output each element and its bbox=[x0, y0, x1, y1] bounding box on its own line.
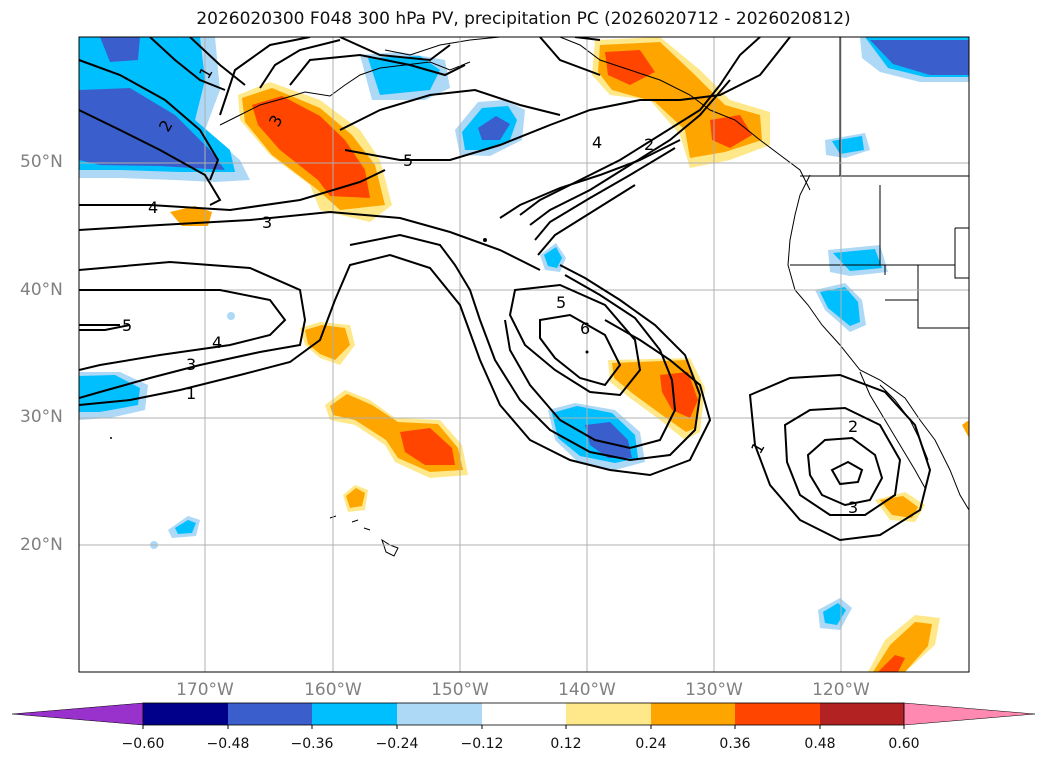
contour-label: 4 bbox=[148, 198, 158, 217]
colorbar-segment bbox=[397, 703, 482, 725]
colorbar-extend-max bbox=[903, 702, 1036, 726]
colorbar-tick-label: −0.24 bbox=[375, 736, 419, 752]
map-frame bbox=[78, 36, 970, 673]
colorbar-segment bbox=[312, 703, 397, 725]
island-markers bbox=[110, 238, 589, 439]
precip-shading bbox=[79, 37, 969, 672]
colorbar-segment bbox=[820, 703, 904, 725]
coastlines bbox=[219, 37, 969, 557]
contour-label: 5 bbox=[556, 293, 566, 312]
contour-label: 2 bbox=[848, 417, 858, 436]
contour-label: 5 bbox=[403, 151, 413, 170]
lat-label-20n: 20°N bbox=[20, 535, 63, 555]
lon-label-160w: 160°W bbox=[304, 680, 362, 700]
colorbar bbox=[11, 702, 1036, 729]
map-title: 2026020300 F048 300 hPa PV, precipitatio… bbox=[196, 9, 851, 29]
colorbar-segment bbox=[228, 703, 312, 725]
plot-background bbox=[79, 37, 969, 672]
lon-label-120w: 120°W bbox=[812, 680, 870, 700]
contour-label: 5 bbox=[122, 316, 132, 335]
colorbar-tick-label: −0.60 bbox=[121, 736, 165, 752]
colorbar-segment bbox=[143, 703, 228, 725]
colorbar-tick-label: −0.48 bbox=[206, 736, 250, 752]
contour-label: 3 bbox=[848, 498, 858, 517]
colorbar-segment bbox=[566, 703, 651, 725]
contour-label: 6 bbox=[580, 319, 590, 338]
colorbar-segment bbox=[482, 703, 566, 725]
lat-label-30n: 30°N bbox=[20, 407, 63, 427]
lat-label-50n: 50°N bbox=[20, 152, 63, 172]
colorbar-tick-label: 0.48 bbox=[804, 736, 836, 752]
colorbar-tick-label: −0.12 bbox=[460, 736, 504, 752]
colorbar-segment bbox=[735, 703, 820, 725]
contour-label: 1 bbox=[186, 384, 196, 403]
colorbar-tick-label: −0.36 bbox=[290, 736, 334, 752]
colorbar-tick-label: 0.12 bbox=[550, 736, 582, 752]
lat-label-40n: 40°N bbox=[20, 280, 63, 300]
colorbar-tick-label: 0.60 bbox=[888, 736, 920, 752]
contour-label: 2 bbox=[644, 135, 654, 154]
lon-label-130w: 130°W bbox=[685, 680, 743, 700]
lon-label-170w: 170°W bbox=[176, 680, 234, 700]
contour-label: 3 bbox=[262, 213, 272, 232]
colorbar-extend-min bbox=[11, 702, 144, 726]
contour-label: 3 bbox=[186, 355, 196, 374]
lon-label-140w: 140°W bbox=[558, 680, 616, 700]
colorbar-segment bbox=[651, 703, 735, 725]
colorbar-tick-label: 0.36 bbox=[719, 736, 751, 752]
lon-label-150w: 150°W bbox=[431, 680, 489, 700]
contour-label: 4 bbox=[592, 133, 602, 152]
contour-label: 4 bbox=[212, 333, 222, 352]
colorbar-frame bbox=[142, 702, 905, 726]
pv-contours bbox=[79, 37, 932, 542]
colorbar-tick-label: 0.24 bbox=[635, 736, 667, 752]
